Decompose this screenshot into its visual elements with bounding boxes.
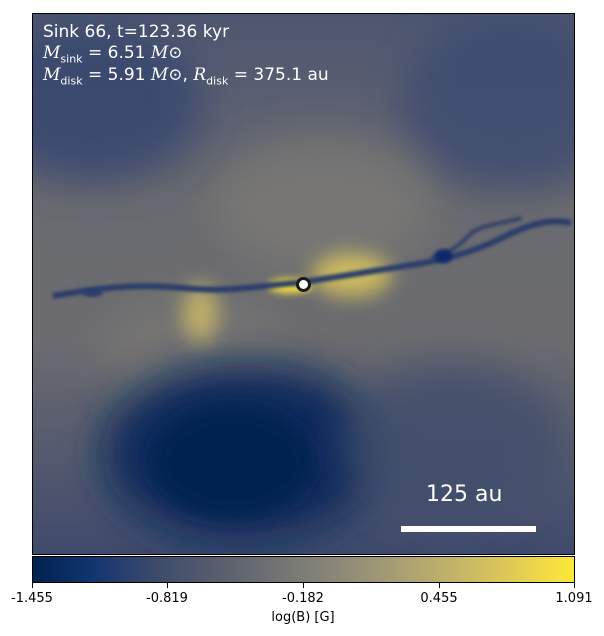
sink-mass-value: 6.51 [107, 43, 146, 63]
disk-props-label: Mdisk = 5.91 M⊙, Rdisk = 375.1 au [43, 65, 329, 88]
colorbar-tick [32, 583, 33, 588]
colorbar-tick [574, 583, 575, 588]
solar-mass-symbol-2: M⊙ [150, 65, 183, 85]
field-image [33, 14, 574, 554]
colorbar-tick [303, 583, 304, 588]
colorbar-tick [167, 583, 168, 588]
colorbar-tick-label: 0.455 [420, 591, 458, 606]
solar-mass-symbol: M⊙ [150, 43, 183, 63]
colorbar [32, 556, 575, 583]
colorbar-tick [439, 583, 440, 588]
disk-radius-value: 375.1 [253, 65, 303, 85]
scale-bar-label: 125 au [426, 482, 503, 507]
sink-mass-label: Msink = 6.51 M⊙ [43, 43, 183, 66]
scale-bar [401, 526, 536, 532]
sink-time-label: Sink 66, t=123.36 kyr [43, 22, 230, 42]
au-unit: au [307, 65, 329, 85]
disk-mass-value: 5.91 [107, 65, 146, 85]
colorbar-label: log(B) [G] [271, 610, 335, 625]
magnetic-field-map: Sink 66, t=123.36 kyr Msink = 6.51 M⊙ Md… [32, 13, 575, 555]
colorbar-tick-label: -0.819 [146, 591, 188, 606]
sink-marker-icon [296, 277, 311, 292]
colorbar-tick-label: -0.182 [282, 591, 324, 606]
colorbar-tick-label: 1.091 [555, 591, 593, 606]
colorbar-tick-label: -1.455 [11, 591, 53, 606]
